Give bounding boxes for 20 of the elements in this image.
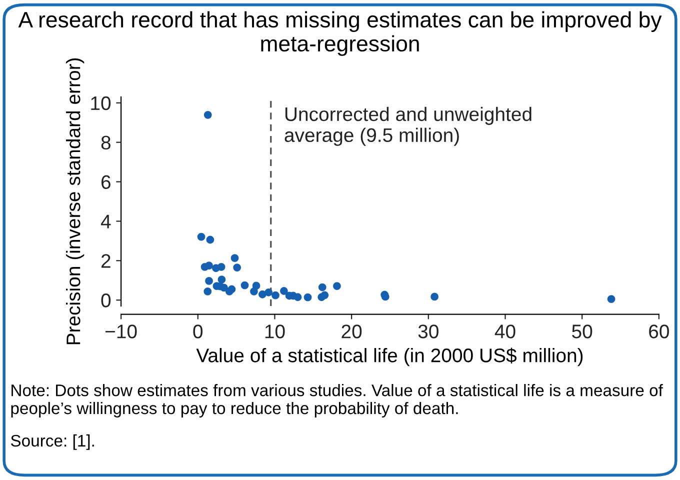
x-tick-label: 40 <box>494 324 516 338</box>
y-axis-title: Precision (inverse standard error) <box>66 58 84 344</box>
y-tick-label: 10 <box>91 96 111 110</box>
x-tick-label: 60 <box>649 324 669 338</box>
y-tick-label: 4 <box>100 214 111 228</box>
x-tick-label: 10 <box>265 324 285 338</box>
x-tick-label: 30 <box>418 324 438 338</box>
text: Note: Dots show estimates from various studies. Value of a statistical life is a measure of people’s willingness to pay to reduce the probability of death. <box>11 384 663 418</box>
x-tick-label: −10 <box>106 324 137 338</box>
source-note: Source: [1]. <box>10 434 94 450</box>
y-tick-label: 6 <box>101 175 110 189</box>
y-tick-label: 0 <box>101 294 111 308</box>
y-tick-label: 8 <box>101 136 110 150</box>
x-tick-label: 50 <box>572 324 592 338</box>
x-axis-title: Value of a statistical life (in 2000 US$ million) <box>196 348 583 366</box>
y-tick-label: 2 <box>101 254 110 268</box>
x-tick-label: 0 <box>193 324 203 338</box>
chart-title: A research record that has missing estimates can be improved by meta-regression <box>18 11 662 56</box>
ref-line-label: Uncorrected and unweighted average (9.5 million) <box>284 106 532 146</box>
x-tick-label: 20 <box>342 324 362 338</box>
